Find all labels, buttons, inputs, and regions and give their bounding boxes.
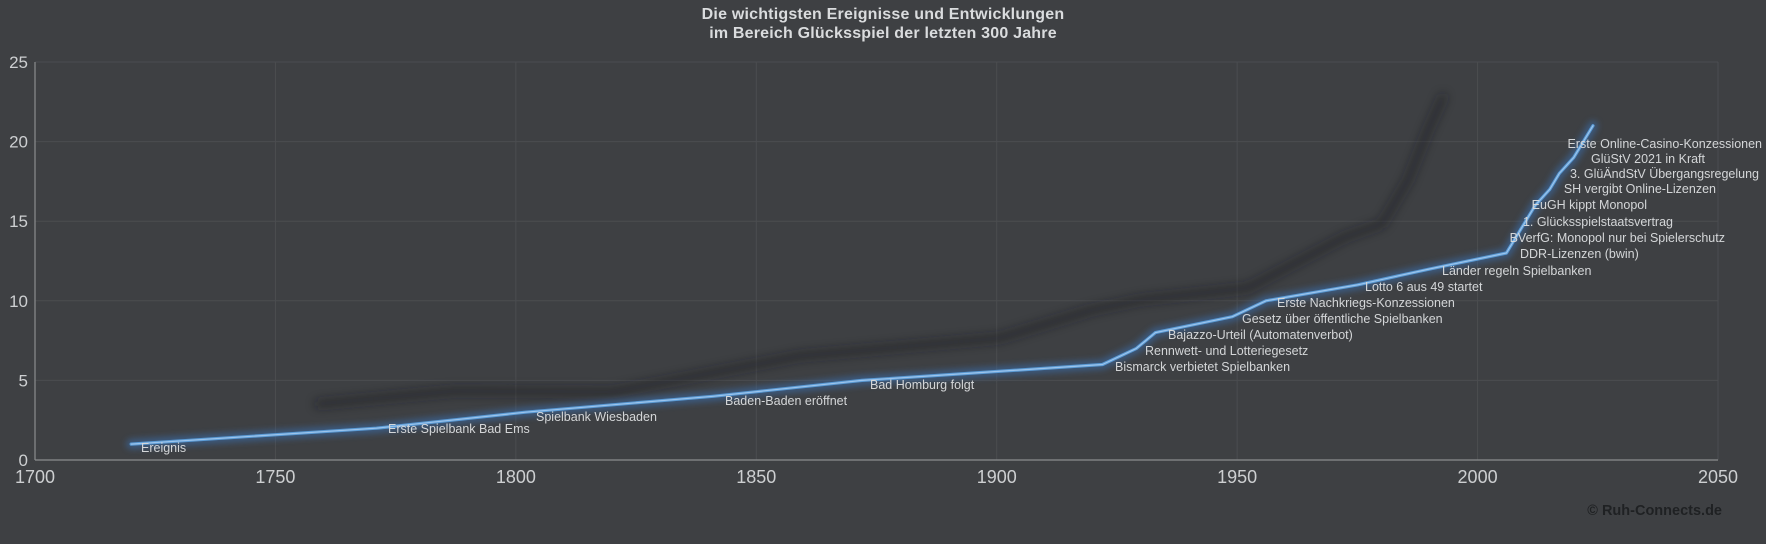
event-label-8: Gesetz über öffentliche Spielbanken bbox=[1242, 312, 1443, 326]
event-label-0: Ereignis bbox=[141, 441, 186, 455]
x-tick-1950: 1950 bbox=[1217, 467, 1257, 487]
y-tick-10: 10 bbox=[9, 292, 28, 311]
y-tick-25: 25 bbox=[9, 53, 28, 72]
x-tick-1900: 1900 bbox=[977, 467, 1017, 487]
event-labels: Ereignis Erste Spielbank Bad Ems Spielbank… bbox=[141, 137, 1762, 455]
y-tick-15: 15 bbox=[9, 212, 28, 231]
copyright-text: © Ruh-Connects.de bbox=[1587, 503, 1722, 519]
chart-title-line2: im Bereich Glücksspiel der letzten 300 J… bbox=[709, 25, 1057, 42]
x-tick-labels: 1700 1750 1800 1850 1900 1950 2000 2050 bbox=[15, 467, 1738, 487]
event-label-19: Erste Online-Casino-Konzessionen bbox=[1567, 137, 1762, 151]
event-label-1: Erste Spielbank Bad Ems bbox=[388, 422, 530, 436]
x-tick-1700: 1700 bbox=[15, 467, 55, 487]
event-label-6: Rennwett- und Lotteriegesetz bbox=[1145, 344, 1308, 358]
event-label-17: 3. GlüÄndStV Übergangsregelung bbox=[1570, 167, 1759, 181]
x-tick-1800: 1800 bbox=[496, 467, 536, 487]
line-shadow bbox=[314, 93, 1447, 408]
x-tick-1850: 1850 bbox=[736, 467, 776, 487]
event-label-15: EuGH kippt Monopol bbox=[1532, 198, 1647, 212]
event-label-5: Bismarck verbietet Spielbanken bbox=[1115, 360, 1290, 374]
event-label-7: Bajazzo-Urteil (Automatenverbot) bbox=[1168, 328, 1353, 342]
axes bbox=[34, 62, 1718, 461]
y-tick-5: 5 bbox=[19, 371, 28, 390]
y-tick-20: 20 bbox=[9, 133, 28, 152]
event-label-4: Bad Homburg folgt bbox=[870, 378, 975, 392]
x-tick-2050: 2050 bbox=[1698, 467, 1738, 487]
y-tick-labels: 0 5 10 15 20 25 bbox=[9, 53, 28, 470]
event-label-3: Baden-Baden eröffnet bbox=[725, 394, 848, 408]
event-label-13: BVerfG: Monopol nur bei Spielerschutz bbox=[1510, 231, 1725, 245]
chart-title-line1: Die wichtigsten Ereignisse und Entwicklu… bbox=[701, 6, 1065, 23]
x-tick-2000: 2000 bbox=[1458, 467, 1498, 487]
event-label-10: Lotto 6 aus 49 startet bbox=[1365, 280, 1483, 294]
event-line-core bbox=[130, 125, 1594, 445]
event-label-2: Spielbank Wiesbaden bbox=[536, 410, 657, 424]
event-label-12: DDR-Lizenzen (bwin) bbox=[1520, 247, 1639, 261]
event-label-11: Länder regeln Spielbanken bbox=[1442, 264, 1591, 278]
event-label-18: GlüStV 2021 in Kraft bbox=[1591, 152, 1705, 166]
x-tick-1750: 1750 bbox=[255, 467, 295, 487]
chart-title: Die wichtigsten Ereignisse und Entwicklu… bbox=[0, 5, 1766, 43]
y-tick-0: 0 bbox=[19, 451, 28, 470]
event-label-16: SH vergibt Online-Lizenzen bbox=[1564, 182, 1716, 196]
event-label-9: Erste Nachkriegs-Konzessionen bbox=[1277, 296, 1455, 310]
event-label-14: 1. Glücksspielstaatsvertrag bbox=[1523, 215, 1673, 229]
